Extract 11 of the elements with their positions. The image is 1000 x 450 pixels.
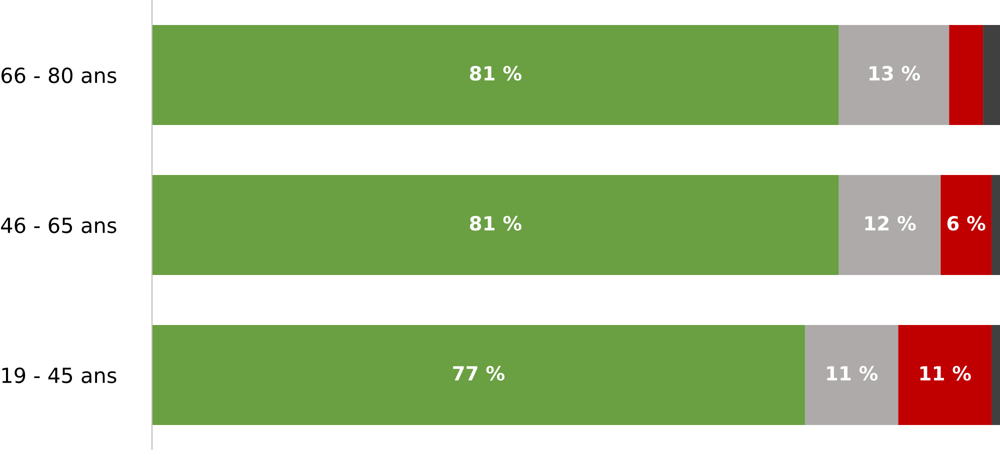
- y-tick-label: 66 - 80 ans: [2, 67, 116, 84]
- data-label: 81 %: [470, 66, 522, 81]
- data-label: 12 %: [865, 216, 916, 231]
- data-label: 81 %: [470, 216, 522, 231]
- data-label: 11 %: [920, 366, 971, 381]
- y-tick-label: 46 - 65 ans: [1, 217, 116, 234]
- y-tick-label: 19 - 45 ans: [2, 367, 116, 384]
- data-label: 77 %: [453, 366, 505, 381]
- data-label: 6 %: [947, 216, 986, 231]
- data-label: 11 %: [827, 366, 878, 381]
- data-label: 13 %: [870, 66, 920, 81]
